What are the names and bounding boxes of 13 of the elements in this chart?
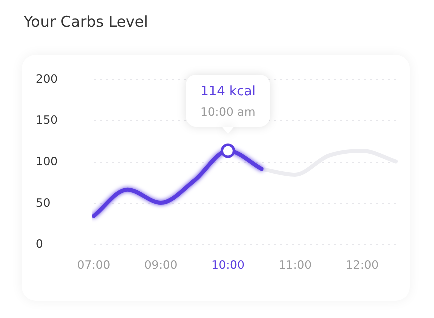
y-tick-label: 50: [36, 196, 51, 210]
annotation: 114 kcal: [200, 84, 256, 100]
chart-title: Your Carbs Level: [24, 13, 148, 31]
y-tick-label: 0: [36, 237, 44, 252]
y-tick-label: 100: [36, 154, 58, 169]
annotation: 10:00 am: [200, 104, 256, 119]
x-tick-label: 10:00: [212, 258, 245, 272]
x-tick-label: 11:00: [278, 258, 312, 272]
x-tick-label: 07:00: [77, 258, 111, 272]
y-tick-label: 200: [36, 72, 58, 86]
y-tick-label: 150: [36, 113, 58, 128]
x-tick-label: 12:00: [346, 258, 380, 272]
x-tick-label: 09:00: [144, 258, 178, 272]
